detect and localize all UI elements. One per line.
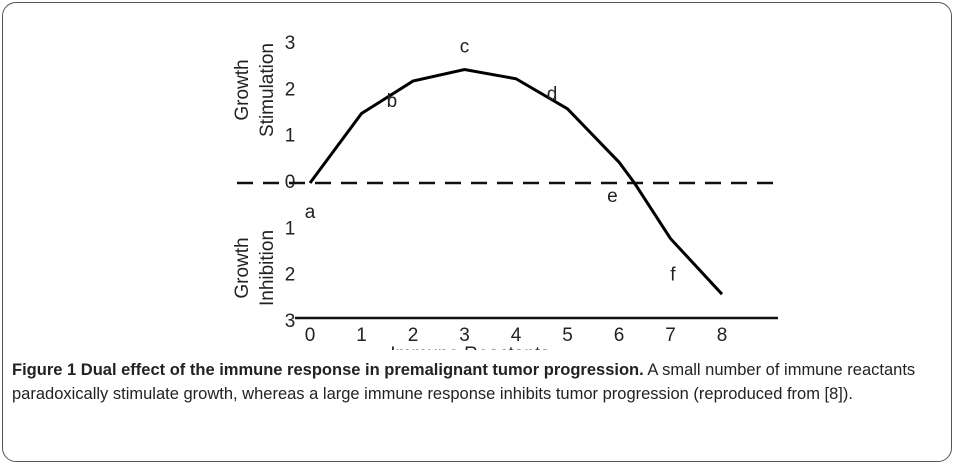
caption: Figure 1 Dual effect of the immune respo… bbox=[12, 358, 947, 406]
curve bbox=[308, 67, 724, 296]
x-tick-label: 2 bbox=[408, 325, 419, 346]
point-label: a bbox=[305, 202, 316, 223]
y-axis-title: Inhibition bbox=[257, 230, 278, 306]
figure-frame bbox=[2, 2, 952, 462]
y-tick-label: 2 bbox=[285, 79, 296, 100]
y-tick-label: 3 bbox=[285, 311, 296, 332]
x-tick-label: 8 bbox=[717, 325, 728, 346]
x-tick-label: 7 bbox=[665, 325, 676, 346]
point-label: c bbox=[460, 36, 470, 57]
point-label: e bbox=[607, 186, 618, 207]
y-tick-label: 3 bbox=[285, 33, 296, 54]
point-label: d bbox=[547, 84, 558, 105]
y-tick-label: 2 bbox=[285, 265, 296, 286]
caption-label: Figure 1 bbox=[12, 361, 77, 379]
x-tick-label: 5 bbox=[562, 325, 573, 346]
point-label: f bbox=[670, 264, 676, 285]
caption-title: Dual effect of the immune response in pr… bbox=[80, 361, 644, 379]
y-tick-label: 1 bbox=[285, 126, 296, 147]
caption-text: A small number of immune reactants parad… bbox=[12, 361, 916, 403]
y-tick-label: 1 bbox=[285, 218, 296, 239]
point-label: b bbox=[387, 91, 398, 112]
x-tick-label: 3 bbox=[459, 325, 470, 346]
x-tick-label: 1 bbox=[356, 325, 367, 346]
x-tick-label: 6 bbox=[614, 325, 625, 346]
x-axis-title: Immune Reactants bbox=[390, 344, 549, 350]
y-axis-title: Growth bbox=[232, 59, 253, 120]
chart: 3210123012345678Immune ReactantsGrowthSt… bbox=[232, 33, 778, 350]
y-axis-title: Growth bbox=[232, 237, 253, 298]
x-tick-label: 4 bbox=[511, 325, 522, 346]
x-tick-label: 0 bbox=[305, 325, 316, 346]
y-axis-title: Stimulation bbox=[257, 43, 278, 137]
